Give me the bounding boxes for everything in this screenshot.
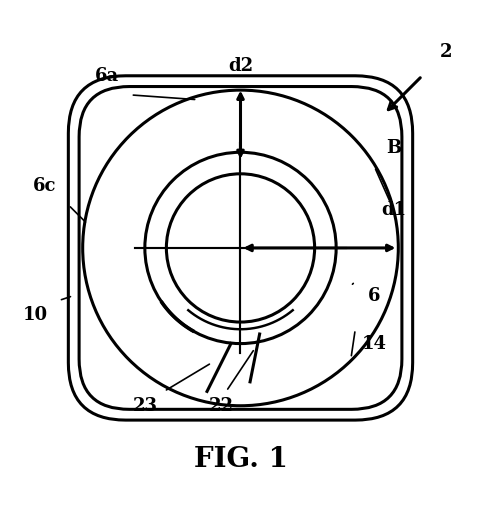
Text: 6c: 6c <box>33 177 56 195</box>
Text: 6a: 6a <box>95 67 119 85</box>
Text: 23: 23 <box>132 397 157 415</box>
Text: d2: d2 <box>228 57 252 75</box>
Text: d1: d1 <box>380 201 405 219</box>
Text: 22: 22 <box>208 397 233 415</box>
Text: FIG. 1: FIG. 1 <box>193 445 287 473</box>
Text: 10: 10 <box>22 306 48 324</box>
Text: 14: 14 <box>361 335 386 353</box>
Text: 2: 2 <box>439 43 452 61</box>
Text: 6: 6 <box>367 287 380 305</box>
Text: B: B <box>385 139 400 157</box>
